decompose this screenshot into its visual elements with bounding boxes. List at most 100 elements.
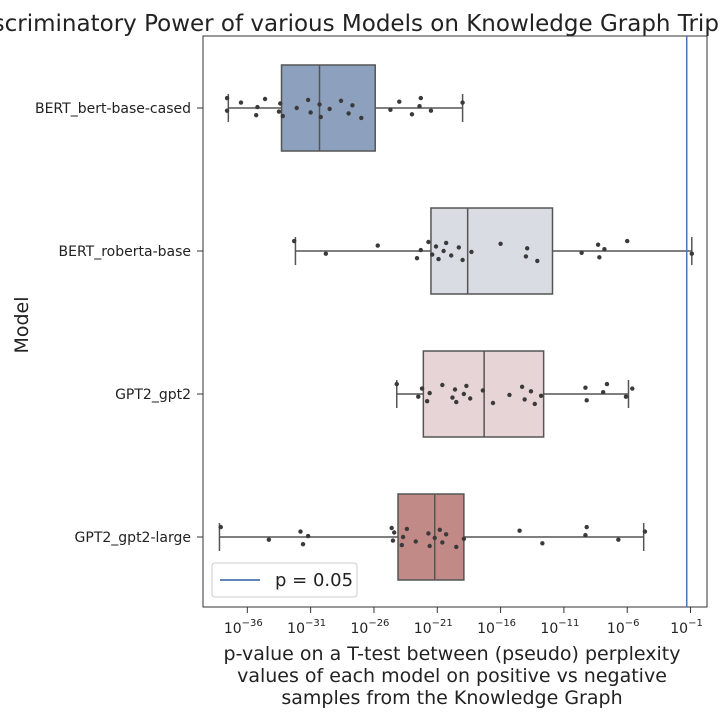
data-point: [480, 388, 486, 393]
data-point: [392, 530, 397, 535]
data-point: [579, 250, 584, 255]
x-tick-label: 10−31: [287, 618, 326, 637]
x-tick-exponent: −6: [625, 618, 640, 629]
data-point: [323, 251, 329, 256]
data-point: [224, 108, 230, 113]
legend-box: [211, 562, 358, 598]
data-point: [300, 542, 306, 547]
x-tick-exponent: −11: [558, 618, 579, 629]
y-axis-label: Model: [11, 296, 33, 353]
x-tick-label: 10−11: [540, 618, 579, 637]
data-point: [298, 529, 303, 534]
data-point: [584, 398, 589, 403]
x-tick-label: 10−21: [414, 618, 453, 637]
data-point: [294, 105, 299, 111]
data-point: [460, 257, 465, 263]
data-point: [346, 111, 351, 116]
data-point: [318, 114, 323, 120]
x-tick-label: 10−1: [670, 618, 703, 637]
data-point: [436, 256, 441, 262]
data-point: [426, 239, 431, 245]
data-point: [449, 253, 454, 258]
y-tick-label: BERT_bert-base-cased: [35, 101, 191, 117]
data-point: [399, 542, 405, 548]
x-tick-exponent: −1: [688, 618, 703, 629]
data-point: [524, 246, 530, 251]
data-point: [308, 110, 313, 115]
data-point: [532, 401, 537, 407]
data-point: [450, 395, 455, 400]
data-point: [317, 102, 322, 107]
data-point: [630, 386, 635, 391]
data-point: [616, 537, 621, 542]
data-point: [440, 540, 445, 545]
data-point: [276, 109, 282, 114]
data-point: [584, 524, 589, 530]
data-point: [538, 393, 544, 398]
x-tick-label: 10−26: [350, 618, 389, 637]
data-point: [490, 400, 496, 406]
data-point: [689, 251, 695, 256]
data-point: [467, 396, 473, 401]
data-point: [507, 392, 512, 398]
data-point: [583, 533, 588, 538]
data-point: [291, 238, 297, 244]
chart-title: Discriminatory Power of various Models o…: [0, 11, 720, 37]
data-point: [397, 99, 402, 104]
data-point: [390, 538, 396, 543]
y-tick-label: GPT2_gpt2-large: [75, 530, 191, 546]
data-point: [602, 247, 607, 252]
data-point: [359, 115, 364, 121]
data-point: [441, 248, 446, 254]
x-axis-label-line-1: p-value on a T-test between (pseudo) per…: [224, 643, 681, 665]
data-point: [424, 399, 430, 404]
data-point: [388, 107, 393, 113]
data-point: [419, 386, 425, 391]
data-point: [375, 243, 380, 248]
data-point: [327, 106, 332, 112]
x-tick-exponent: −21: [432, 618, 453, 629]
data-point: [427, 543, 432, 549]
x-axis-label-line-2: values of each model on positive vs nega…: [237, 665, 667, 687]
data-point: [278, 101, 283, 106]
data-point: [461, 391, 467, 397]
data-point: [430, 252, 435, 257]
plot-frame: [202, 35, 708, 608]
data-point: [413, 539, 418, 544]
x-tick-exponent: −31: [305, 618, 326, 629]
data-point: [540, 541, 545, 546]
data-point: [437, 527, 443, 532]
data-point: [416, 394, 421, 399]
legend-label: p = 0.05: [275, 570, 353, 591]
data-point: [428, 108, 434, 113]
data-point: [528, 389, 534, 394]
data-point: [604, 381, 610, 387]
data-point: [255, 104, 260, 110]
y-tick-label: BERT_roberta-base: [59, 244, 191, 260]
plot-area: 10−36 10−31 10−26 10−21 10−16 10−11 10−6 10−1 BE…: [35, 35, 708, 637]
data-point: [432, 535, 437, 541]
box-GPT2_gpt2-large: [397, 493, 465, 581]
data-point: [394, 381, 399, 387]
y-tick-label: GPT2_gpt2: [115, 387, 191, 403]
x-tick-label: 10−16: [477, 618, 516, 637]
data-point: [623, 394, 629, 399]
data-point: [266, 537, 272, 542]
data-point: [443, 532, 449, 537]
data-point: [440, 382, 445, 388]
data-point: [456, 245, 461, 250]
data-point: [305, 97, 311, 103]
data-point: [224, 95, 230, 101]
data-point: [460, 100, 465, 105]
data-point: [464, 383, 469, 389]
data-point: [443, 240, 449, 246]
data-point: [238, 100, 244, 105]
data-point: [583, 385, 588, 390]
data-point: [418, 95, 424, 101]
data-point: [417, 104, 422, 109]
data-point: [338, 98, 344, 104]
data-point: [400, 534, 406, 540]
data-point: [350, 103, 355, 108]
data-point: [426, 531, 431, 536]
